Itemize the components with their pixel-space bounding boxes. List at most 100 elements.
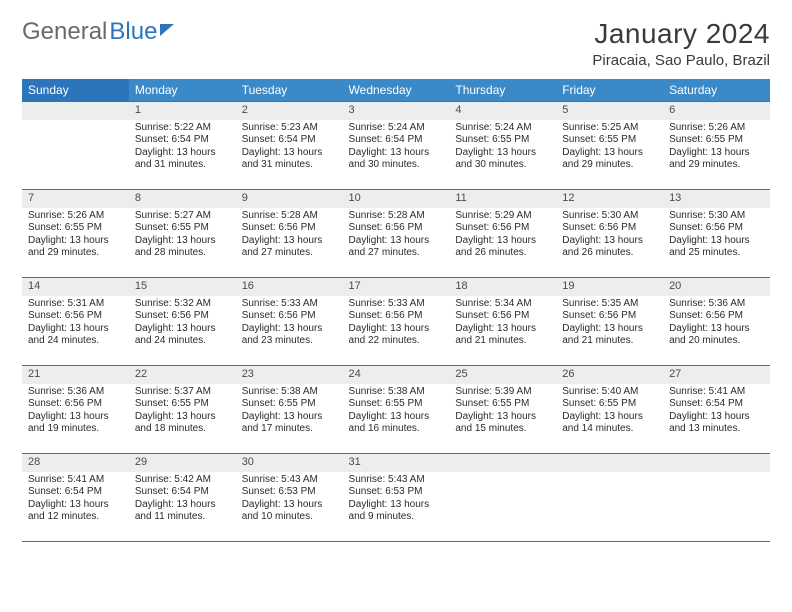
calendar-day-cell: 25Sunrise: 5:39 AMSunset: 6:55 PMDayligh…: [449, 366, 556, 454]
day-body: Sunrise: 5:24 AMSunset: 6:54 PMDaylight:…: [343, 120, 450, 176]
day-body: Sunrise: 5:35 AMSunset: 6:56 PMDaylight:…: [556, 296, 663, 352]
logo-text-2: Blue: [109, 18, 157, 46]
calendar-day-cell: [556, 454, 663, 542]
weekday-header: Thursday: [449, 79, 556, 102]
calendar-day-cell: 27Sunrise: 5:41 AMSunset: 6:54 PMDayligh…: [663, 366, 770, 454]
sunset-line: Sunset: 6:55 PM: [669, 134, 764, 147]
day-number: 9: [236, 190, 343, 208]
day-body: Sunrise: 5:24 AMSunset: 6:55 PMDaylight:…: [449, 120, 556, 176]
day-number: 5: [556, 102, 663, 120]
day-body: Sunrise: 5:22 AMSunset: 6:54 PMDaylight:…: [129, 120, 236, 176]
day-number-empty: [449, 454, 556, 472]
day-body: Sunrise: 5:27 AMSunset: 6:55 PMDaylight:…: [129, 208, 236, 264]
day-number: 20: [663, 278, 770, 296]
calendar-table: SundayMondayTuesdayWednesdayThursdayFrid…: [22, 79, 770, 542]
day-body: Sunrise: 5:34 AMSunset: 6:56 PMDaylight:…: [449, 296, 556, 352]
day-number: 22: [129, 366, 236, 384]
calendar-day-cell: 5Sunrise: 5:25 AMSunset: 6:55 PMDaylight…: [556, 102, 663, 190]
daylight-line: Daylight: 13 hours and 19 minutes.: [28, 411, 123, 436]
day-body: Sunrise: 5:33 AMSunset: 6:56 PMDaylight:…: [343, 296, 450, 352]
sunset-line: Sunset: 6:55 PM: [242, 398, 337, 411]
calendar-day-cell: 4Sunrise: 5:24 AMSunset: 6:55 PMDaylight…: [449, 102, 556, 190]
sunset-line: Sunset: 6:55 PM: [135, 222, 230, 235]
daylight-line: Daylight: 13 hours and 21 minutes.: [562, 323, 657, 348]
weekday-header: Friday: [556, 79, 663, 102]
daylight-line: Daylight: 13 hours and 29 minutes.: [28, 235, 123, 260]
day-number: 19: [556, 278, 663, 296]
calendar-day-cell: [663, 454, 770, 542]
day-body: Sunrise: 5:39 AMSunset: 6:55 PMDaylight:…: [449, 384, 556, 440]
daylight-line: Daylight: 13 hours and 27 minutes.: [349, 235, 444, 260]
sunrise-line: Sunrise: 5:23 AM: [242, 122, 337, 135]
day-number: 28: [22, 454, 129, 472]
daylight-line: Daylight: 13 hours and 30 minutes.: [455, 147, 550, 172]
calendar-head: SundayMondayTuesdayWednesdayThursdayFrid…: [22, 79, 770, 102]
calendar-day-cell: 23 Sunrise: 5:38 AMSunset: 6:55 PMDayligh…: [236, 366, 343, 454]
daylight-line: Daylight: 13 hours and 24 minutes.: [28, 323, 123, 348]
daylight-line: Daylight: 13 hours and 26 minutes.: [562, 235, 657, 260]
location-subtitle: Piracaia, Sao Paulo, Brazil: [592, 52, 770, 69]
day-body: Sunrise: 5:29 AMSunset: 6:56 PMDaylight:…: [449, 208, 556, 264]
sunset-line: Sunset: 6:56 PM: [135, 310, 230, 323]
day-number-empty: [22, 102, 129, 120]
sunset-line: Sunset: 6:55 PM: [455, 134, 550, 147]
day-number: 23: [236, 366, 343, 384]
sunrise-line: Sunrise: 5:27 AM: [135, 210, 230, 223]
sunrise-line: Sunrise: 5:29 AM: [455, 210, 550, 223]
daylight-line: Daylight: 13 hours and 21 minutes.: [455, 323, 550, 348]
calendar-day-cell: 26Sunrise: 5:40 AMSunset: 6:55 PMDayligh…: [556, 366, 663, 454]
sunset-line: Sunset: 6:55 PM: [349, 398, 444, 411]
sunrise-line: Sunrise: 5:39 AM: [455, 386, 550, 399]
sunset-line: Sunset: 6:54 PM: [669, 398, 764, 411]
sunrise-line: Sunrise: 5:37 AM: [135, 386, 230, 399]
sunset-line: Sunset: 6:56 PM: [242, 310, 337, 323]
day-body: Sunrise: 5:43 AMSunset: 6:53 PMDaylight:…: [236, 472, 343, 528]
sunset-line: Sunset: 6:56 PM: [242, 222, 337, 235]
day-number: 24: [343, 366, 450, 384]
logo: GeneralBlue: [22, 18, 174, 46]
calendar-day-cell: 2Sunrise: 5:23 AMSunset: 6:54 PMDaylight…: [236, 102, 343, 190]
sunset-line: Sunset: 6:55 PM: [455, 398, 550, 411]
sunrise-line: Sunrise: 5:35 AM: [562, 298, 657, 311]
weekday-header: Tuesday: [236, 79, 343, 102]
calendar-day-cell: 13Sunrise: 5:30 AMSunset: 6:56 PMDayligh…: [663, 190, 770, 278]
daylight-line: Daylight: 13 hours and 9 minutes.: [349, 499, 444, 524]
day-body: Sunrise: 5:42 AMSunset: 6:54 PMDaylight:…: [129, 472, 236, 528]
day-number: 14: [22, 278, 129, 296]
day-number: 10: [343, 190, 450, 208]
sunset-line: Sunset: 6:54 PM: [135, 134, 230, 147]
calendar-day-cell: 20Sunrise: 5:36 AMSunset: 6:56 PMDayligh…: [663, 278, 770, 366]
day-number: 29: [129, 454, 236, 472]
sunset-line: Sunset: 6:56 PM: [562, 222, 657, 235]
daylight-line: Daylight: 13 hours and 17 minutes.: [242, 411, 337, 436]
day-number: 2: [236, 102, 343, 120]
sunrise-line: Sunrise: 5:42 AM: [135, 474, 230, 487]
day-number: 26: [556, 366, 663, 384]
sunset-line: Sunset: 6:53 PM: [242, 486, 337, 499]
sunset-line: Sunset: 6:56 PM: [669, 310, 764, 323]
daylight-line: Daylight: 13 hours and 15 minutes.: [455, 411, 550, 436]
daylight-line: Daylight: 13 hours and 12 minutes.: [28, 499, 123, 524]
sunrise-line: Sunrise: 5:38 AM: [242, 386, 337, 399]
sunrise-line: Sunrise: 5:30 AM: [669, 210, 764, 223]
day-body: Sunrise: 5:31 AMSunset: 6:56 PMDaylight:…: [22, 296, 129, 352]
sunset-line: Sunset: 6:55 PM: [28, 222, 123, 235]
day-body: Sunrise: 5:30 AMSunset: 6:56 PMDaylight:…: [663, 208, 770, 264]
calendar-day-cell: 28Sunrise: 5:41 AMSunset: 6:54 PMDayligh…: [22, 454, 129, 542]
weekday-header: Wednesday: [343, 79, 450, 102]
day-number: 13: [663, 190, 770, 208]
daylight-line: Daylight: 13 hours and 28 minutes.: [135, 235, 230, 260]
sunset-line: Sunset: 6:54 PM: [28, 486, 123, 499]
day-number: 4: [449, 102, 556, 120]
day-body: Sunrise: 5:40 AMSunset: 6:55 PMDaylight:…: [556, 384, 663, 440]
sunset-line: Sunset: 6:56 PM: [562, 310, 657, 323]
day-number: 15: [129, 278, 236, 296]
calendar-day-cell: 8Sunrise: 5:27 AMSunset: 6:55 PMDaylight…: [129, 190, 236, 278]
calendar-day-cell: 10Sunrise: 5:28 AMSunset: 6:56 PMDayligh…: [343, 190, 450, 278]
sunrise-line: Sunrise: 5:36 AM: [28, 386, 123, 399]
calendar-day-cell: 1Sunrise: 5:22 AMSunset: 6:54 PMDaylight…: [129, 102, 236, 190]
sunset-line: Sunset: 6:55 PM: [562, 134, 657, 147]
title-block: January 2024 Piracaia, Sao Paulo, Brazil: [592, 18, 770, 69]
day-number-empty: [556, 454, 663, 472]
day-number-empty: [663, 454, 770, 472]
